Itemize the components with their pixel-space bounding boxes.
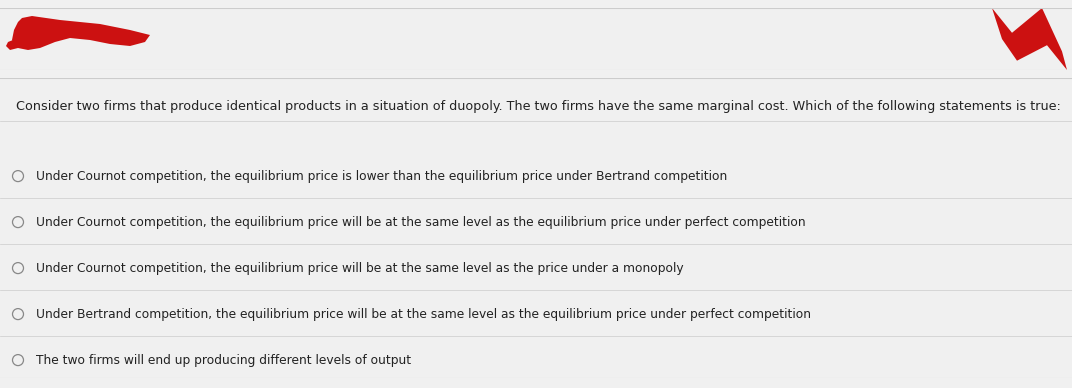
Polygon shape xyxy=(992,8,1067,70)
Text: Consider two firms that produce identical products in a situation of duopoly. Th: Consider two firms that produce identica… xyxy=(16,100,1061,113)
Text: Under Cournot competition, the equilibrium price is lower than the equilibrium p: Under Cournot competition, the equilibri… xyxy=(36,170,727,183)
Text: Under Bertrand competition, the equilibrium price will be at the same level as t: Under Bertrand competition, the equilibr… xyxy=(36,308,812,320)
Polygon shape xyxy=(12,16,150,50)
Text: Under Cournot competition, the equilibrium price will be at the same level as th: Under Cournot competition, the equilibri… xyxy=(36,216,806,229)
Text: The two firms will end up producing different levels of output: The two firms will end up producing diff… xyxy=(36,353,412,367)
Polygon shape xyxy=(6,38,18,50)
Text: Under Cournot competition, the equilibrium price will be at the same level as th: Under Cournot competition, the equilibri… xyxy=(36,262,684,275)
